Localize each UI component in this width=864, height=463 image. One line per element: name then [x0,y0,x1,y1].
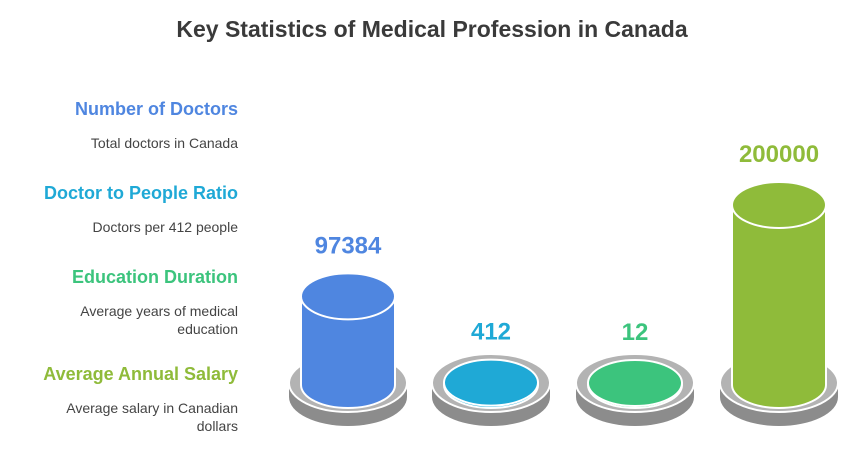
legend-item-ratio: Doctor to People Ratio Doctors per 412 p… [0,182,238,236]
legend-description: Doctors per 412 people [92,219,238,235]
cylinder-top [587,358,683,407]
cylinder-body [300,295,396,409]
cylinder-top [300,272,396,321]
legend-item-education: Education Duration Average years of medi… [38,266,238,338]
bar-0: 97384 [288,232,408,426]
value-label: 412 [471,319,511,346]
legend-description: Average years of medical education [80,303,238,337]
legend-heading: Doctor to People Ratio [43,183,238,203]
value-label: 97384 [315,232,382,259]
bar-3: 200000 [719,141,839,426]
bar-1: 412 [431,319,551,426]
legend-heading: Number of Doctors [74,99,238,119]
legend-description: Total doctors in Canada [90,135,238,151]
legend-description: Average salary in Canadian dollars [66,400,238,434]
value-label: 200000 [739,141,819,168]
value-label: 12 [622,319,649,346]
legend-heading: Average Annual Salary [43,364,238,384]
chart-title: Key Statistics of Medical Profession in … [176,16,688,42]
cylinder-top [443,358,539,407]
cylinder-body [731,204,827,409]
legend-heading: Education Duration [72,267,238,287]
cylinder-top [731,181,827,229]
legend-item-salary: Average Annual Salary Average salary in … [38,363,238,435]
bar-2: 12 [575,319,695,426]
legend-item-doctors: Number of Doctors Total doctors in Canad… [0,98,238,152]
